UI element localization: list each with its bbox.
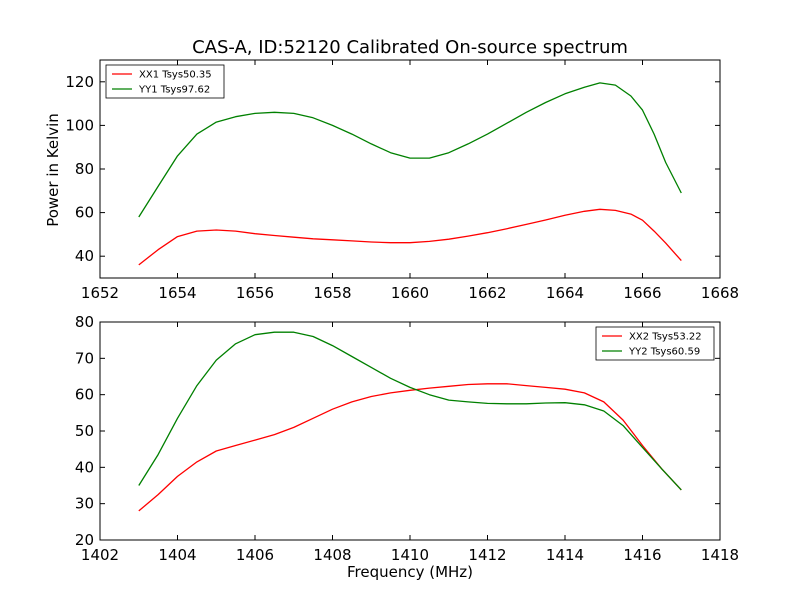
x-tick-label: 1406 — [236, 546, 274, 564]
x-tick-label: 1656 — [236, 284, 274, 302]
x-tick-label: 1412 — [468, 546, 506, 564]
y-tick-label: 30 — [75, 495, 94, 513]
y-tick-label: 70 — [75, 349, 94, 367]
series-line-1 — [138, 208, 682, 266]
x-tick-label: 1666 — [623, 284, 661, 302]
y-tick-label: 40 — [75, 247, 94, 265]
y-tick-label: 40 — [75, 458, 94, 476]
y-tick-label: 50 — [75, 422, 94, 440]
x-tick-label: 1660 — [391, 284, 429, 302]
x-tick-label: 1404 — [158, 546, 196, 564]
x-tick-label: 1408 — [313, 546, 351, 564]
y-tick-label: 80 — [75, 313, 94, 331]
x-tick-label: 1402 — [81, 546, 119, 564]
legend: XX1 Tsys50.35 YY1 Tsys97.62 — [105, 64, 225, 99]
y-tick-label: 60 — [75, 386, 94, 404]
legend-label: XX1 Tsys50.35 — [139, 70, 212, 81]
series-line-2 — [138, 331, 682, 491]
x-tick-label: 1418 — [701, 546, 739, 564]
series-line-1 — [138, 383, 682, 512]
x-tick-label: 1664 — [546, 284, 584, 302]
y-axis-label: Power in Kelvin — [44, 113, 62, 227]
legend-label: XX2 Tsys53.22 — [629, 332, 702, 343]
legend-box — [595, 326, 715, 361]
legend-label: YY2 Tsys60.59 — [628, 347, 700, 358]
chart-panel-2: 1402 1404 1406 1408 1410 1412 1414 1416 1418 20 30… — [75, 313, 739, 564]
x-tick-label: 1652 — [81, 284, 119, 302]
x-axis-label: Frequency (MHz) — [347, 563, 473, 581]
y-tick-label: 100 — [65, 116, 94, 134]
legend: XX2 Tsys53.22 YY2 Tsys60.59 — [595, 326, 715, 361]
y-tick-label: 80 — [75, 160, 94, 178]
x-tick-label: 1654 — [158, 284, 196, 302]
x-tick-label: 1410 — [391, 546, 429, 564]
x-tick-label: 1414 — [546, 546, 584, 564]
y-tick-label: 20 — [75, 531, 94, 549]
y-tick-label: 60 — [75, 204, 94, 222]
chart-title: CAS-A, ID:52120 Calibrated On-source spe… — [192, 37, 628, 58]
x-tick-label: 1416 — [623, 546, 661, 564]
legend-box — [105, 64, 225, 99]
legend-label: YY1 Tsys97.62 — [138, 85, 210, 96]
x-tick-label: 1662 — [468, 284, 506, 302]
chart-panel-1: 1652 1654 1656 1658 1660 1662 1664 1666 1668 40 60… — [65, 59, 739, 302]
y-tick-label: 120 — [65, 73, 94, 91]
series-line-2 — [138, 82, 682, 218]
x-tick-label: 1668 — [701, 284, 739, 302]
x-tick-label: 1658 — [313, 284, 351, 302]
